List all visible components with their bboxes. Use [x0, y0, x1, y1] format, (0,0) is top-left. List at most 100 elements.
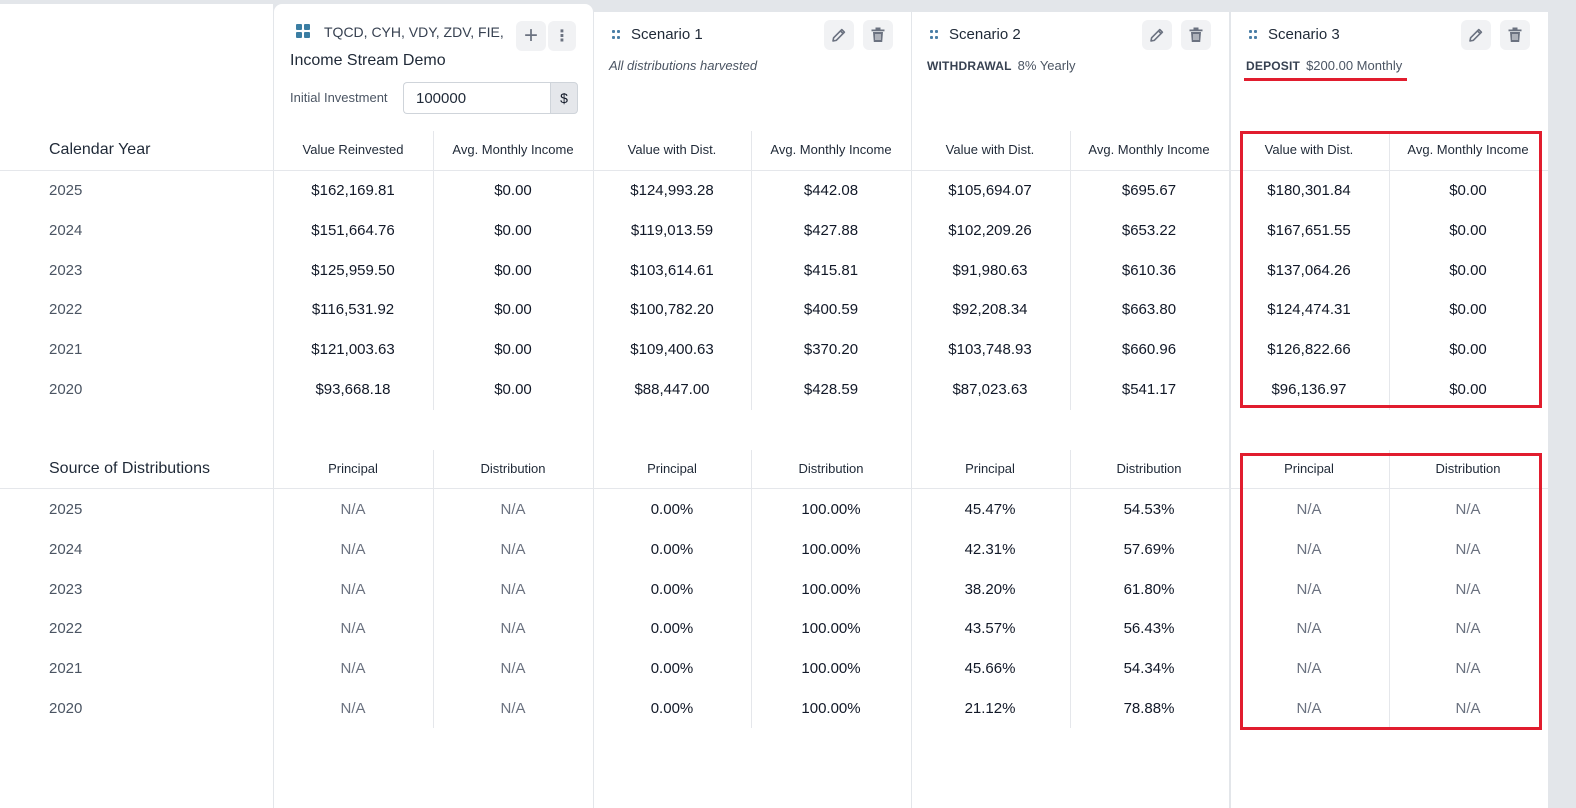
table-cell: $126,822.66 [1267, 341, 1351, 358]
edit-scenario-3-button[interactable] [1461, 20, 1491, 50]
table-cell: $610.36 [1121, 262, 1177, 279]
table-cell: $124,474.31 [1267, 301, 1351, 318]
drag-handle-icon[interactable] [930, 30, 939, 40]
add-button[interactable]: + [516, 21, 546, 51]
table-cell: 38.20% [964, 581, 1016, 598]
column-header: Avg. Monthly Income [1088, 142, 1210, 157]
column-header: Principal [1284, 461, 1334, 476]
table-cell: N/A [500, 541, 526, 558]
edit-scenario-1-button[interactable] [824, 20, 854, 50]
table-cell: $167,651.55 [1267, 222, 1351, 239]
column-divider [1070, 450, 1071, 728]
table-cell: 21.12% [964, 700, 1016, 717]
edit-scenario-2-button[interactable] [1142, 20, 1172, 50]
column-header: Avg. Monthly Income [770, 142, 892, 157]
delete-scenario-2-button[interactable] [1181, 20, 1211, 50]
delete-scenario-1-button[interactable] [863, 20, 893, 50]
table-cell: $151,664.76 [311, 222, 395, 239]
header-divider [0, 488, 1548, 489]
table-cell: N/A [1455, 581, 1481, 598]
row-year-label: 2020 [49, 700, 83, 717]
table-cell: $180,301.84 [1267, 182, 1351, 199]
table-cell: N/A [340, 541, 366, 558]
highlight-box-sources [1240, 453, 1542, 730]
kebab-menu-icon: ⋮ [554, 28, 570, 45]
scenario-3-subtitle: DEPOSIT $200.00 Monthly [1246, 58, 1402, 73]
table-cell: $102,209.26 [948, 222, 1032, 239]
table-cell: $0.00 [494, 301, 532, 318]
row-year-label: 2025 [49, 501, 83, 518]
table-cell: 54.53% [1123, 501, 1175, 518]
table-cell: N/A [340, 660, 366, 677]
table-cell: $109,400.63 [630, 341, 714, 358]
table-cell: 0.00% [650, 541, 694, 558]
highlight-box-calendar [1240, 131, 1542, 408]
table-cell: N/A [1296, 700, 1322, 717]
table-cell: N/A [340, 581, 366, 598]
table-cell: $88,447.00 [634, 381, 710, 398]
row-year-label: 2025 [49, 182, 83, 199]
table-cell: $541.17 [1121, 381, 1177, 398]
column-header: Value with Dist. [627, 142, 717, 157]
row-labels-panel [0, 4, 273, 808]
table-cell: $96,136.97 [1271, 381, 1347, 398]
scenario-type: DEPOSIT [1246, 59, 1301, 73]
table-cell: N/A [1455, 660, 1481, 677]
row-year-label: 2024 [49, 222, 83, 239]
table-cell: 0.00% [650, 501, 694, 518]
initial-investment-input[interactable] [403, 82, 551, 114]
table-cell: $0.00 [494, 381, 532, 398]
highlight-underline [1244, 78, 1407, 81]
table-cell: 54.34% [1123, 660, 1175, 677]
portfolio-title: Income Stream Demo [290, 52, 446, 69]
table-cell: $105,694.07 [948, 182, 1032, 199]
header-divider [0, 170, 1548, 171]
column-header: Distribution [1116, 461, 1182, 476]
source-of-distributions-title: Source of Distributions [49, 460, 210, 477]
table-cell: N/A [1296, 660, 1322, 677]
table-cell: $427.88 [803, 222, 859, 239]
table-cell: $87,023.63 [952, 381, 1028, 398]
column-header: Value Reinvested [302, 142, 404, 157]
column-header: Distribution [480, 461, 546, 476]
grid-icon [296, 24, 311, 39]
row-year-label: 2020 [49, 381, 83, 398]
table-cell: $663.80 [1121, 301, 1177, 318]
drag-handle-icon[interactable] [612, 30, 621, 40]
column-header: Value with Dist. [945, 142, 1035, 157]
table-cell: $124,993.28 [630, 182, 714, 199]
row-year-label: 2022 [49, 620, 83, 637]
table-cell: N/A [1455, 620, 1481, 637]
table-cell: $0.00 [1449, 182, 1487, 199]
table-cell: 42.31% [964, 541, 1016, 558]
table-cell: 100.00% [801, 660, 861, 677]
column-divider [751, 131, 752, 410]
table-cell: 45.47% [964, 501, 1016, 518]
table-cell: N/A [500, 700, 526, 717]
row-year-label: 2021 [49, 341, 83, 358]
table-cell: $0.00 [1449, 262, 1487, 279]
pencil-icon [1469, 28, 1483, 42]
table-cell: $370.20 [803, 341, 859, 358]
table-cell: N/A [500, 660, 526, 677]
currency-addon: $ [550, 82, 578, 114]
table-cell: 61.80% [1123, 581, 1175, 598]
more-menu-button[interactable]: ⋮ [548, 21, 576, 51]
table-cell: N/A [340, 700, 366, 717]
column-divider [1389, 450, 1390, 728]
table-cell: 0.00% [650, 620, 694, 637]
table-cell: N/A [340, 501, 366, 518]
column-divider [751, 450, 752, 728]
table-cell: $0.00 [1449, 222, 1487, 239]
scenario-detail: 8% Yearly [1017, 58, 1076, 73]
drag-handle-icon[interactable] [1249, 30, 1258, 40]
table-cell: N/A [1296, 501, 1322, 518]
row-year-label: 2022 [49, 301, 83, 318]
table-cell: $162,169.81 [311, 182, 395, 199]
table-cell: 43.57% [964, 620, 1016, 637]
table-cell: $137,064.26 [1267, 262, 1351, 279]
delete-scenario-3-button[interactable] [1500, 20, 1530, 50]
table-cell: 0.00% [650, 660, 694, 677]
pencil-icon [832, 28, 846, 42]
scenario-1-panel: Scenario 1 All distributions harvested [594, 12, 911, 808]
